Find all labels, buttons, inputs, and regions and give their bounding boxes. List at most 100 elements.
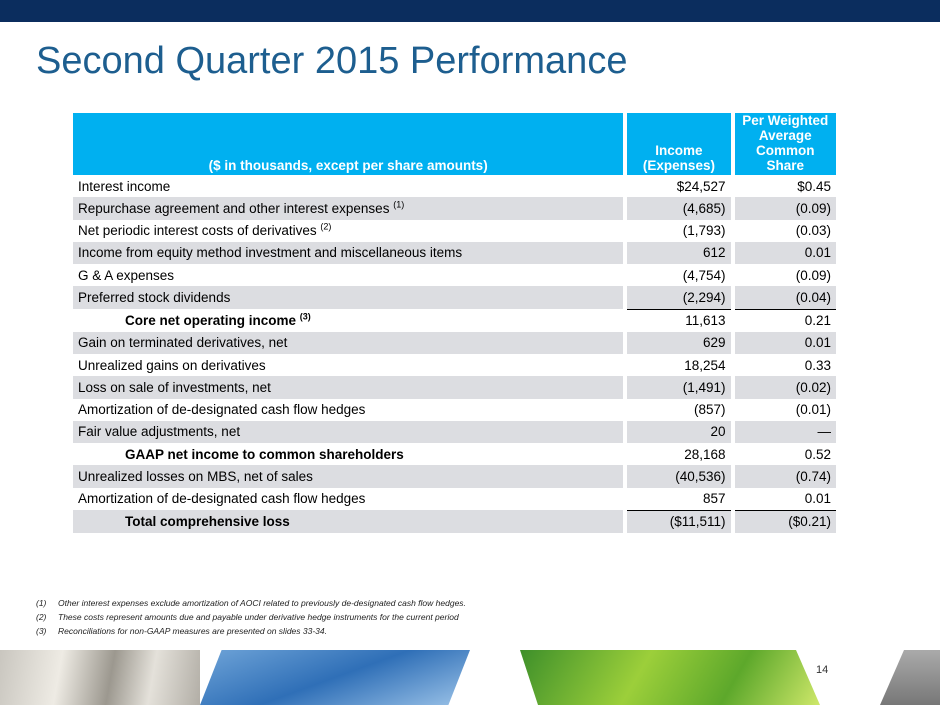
row-label-cell: Fair value adjustments, net [73, 420, 624, 443]
income-cell: 20 [627, 420, 731, 443]
row-label-cell: Loss on sale of investments, net [73, 376, 624, 399]
row-label-cell: Income from equity method investment and… [73, 241, 624, 264]
income-cell: 11,613 [627, 308, 731, 332]
footnote: (3) Reconciliations for non-GAAP measures… [36, 626, 466, 640]
per-share-cell: 0.01 [734, 241, 836, 264]
income-cell: (40,536) [627, 465, 731, 488]
table-body: Interest income $24,527 $0.45 Repurchase ag… [73, 175, 836, 533]
per-share-cell: — [734, 420, 836, 443]
footnote: (1) Other interest expenses exclude amort… [36, 598, 466, 612]
per-share-cell: (0.02) [734, 376, 836, 399]
column-header: Income (Expenses) [627, 113, 731, 175]
row-label: Net periodic interest costs of derivativ… [78, 223, 317, 239]
footnote-marker: (2) [36, 612, 47, 622]
row-label: Income from equity method investment and… [78, 245, 463, 261]
table-row: Repurchase agreement and other interest … [73, 197, 836, 220]
row-label-cell: Unrealized gains on derivatives [73, 354, 623, 376]
table-row: Amortization of de-designated cash flow … [73, 399, 836, 421]
header-row: ($ in thousands, except per share amount… [73, 113, 836, 175]
per-share-cell: 0.01 [804, 491, 831, 507]
income-cell: 28,168 [684, 446, 726, 462]
footnote-ref: (3) [299, 311, 311, 322]
corner-image [880, 650, 940, 705]
row-label: Total comprehensive loss [125, 513, 290, 529]
row-label-cell: Total comprehensive loss [73, 509, 624, 533]
row-label: Unrealized losses on MBS, net of sales [78, 468, 313, 484]
income-cell: $24,527 [676, 178, 726, 194]
table-row: Net periodic interest costs of derivativ… [73, 220, 836, 242]
income-cell: (4,685) [627, 197, 731, 220]
per-share-cell: 0.33 [804, 357, 831, 373]
row-label: GAAP net income to common shareholders [125, 446, 404, 462]
rope-image [0, 650, 200, 705]
income-cell: 612 [627, 241, 731, 264]
row-label-cell: GAAP net income to common shareholders [73, 443, 623, 465]
row-label: Gain on terminated derivatives, net [78, 335, 288, 351]
footnote: (2) These costs represent amounts due and… [36, 612, 466, 626]
row-label-cell: Preferred stock dividends [73, 286, 624, 309]
row-label: Amortization of de-designated cash flow … [78, 491, 366, 507]
row-label-cell: Interest income [73, 175, 623, 197]
table-row: G & A expenses (4,754) (0.09) [73, 264, 836, 286]
top-bar [0, 0, 940, 22]
row-label: Fair value adjustments, net [78, 424, 241, 440]
row-label-cell: Amortization of de-designated cash flow … [73, 399, 623, 421]
performance-table: ($ in thousands, except per share amount… [69, 113, 840, 533]
footnote-text: Other interest expenses exclude amortiza… [58, 598, 466, 608]
income-cell: (1,793) [682, 223, 726, 239]
footnote-ref: (2) [320, 221, 332, 232]
per-share-cell: 0.01 [734, 331, 836, 354]
table-row: Total comprehensive loss ($11,511) ($0.21) [73, 509, 836, 533]
row-label: G & A expenses [78, 267, 175, 283]
income-cell: (4,754) [682, 267, 726, 283]
income-cell: 18,254 [684, 357, 726, 373]
table-row: Gain on terminated derivatives, net 629 0.… [73, 331, 836, 354]
row-label-cell: Repurchase agreement and other interest … [73, 197, 624, 220]
per-share-cell: (0.09) [795, 267, 831, 283]
row-label-cell: Gain on terminated derivatives, net [73, 331, 624, 354]
row-label: Preferred stock dividends [78, 289, 231, 305]
row-label-cell: Core net operating income (3) [73, 309, 623, 332]
table-row: Interest income $24,527 $0.45 [73, 175, 836, 197]
income-cell: (1,491) [627, 376, 731, 399]
sky-image [200, 650, 470, 705]
footnote-marker: (3) [36, 626, 47, 636]
row-label-cell: G & A expenses [73, 264, 623, 286]
per-share-cell: ($0.21) [734, 509, 836, 533]
table-row: Unrealized gains on derivatives 18,254 0.3… [73, 354, 836, 376]
footnote-ref: (1) [393, 199, 405, 210]
income-cell: 857 [703, 491, 726, 507]
row-label-cell: Net periodic interest costs of derivativ… [73, 220, 623, 242]
income-cell: 629 [627, 331, 731, 354]
per-share-cell: 0.21 [734, 308, 836, 332]
row-label: Core net operating income [125, 312, 297, 328]
income-cell: (2,294) [627, 286, 731, 309]
footnotes: (1) Other interest expenses exclude amort… [36, 598, 466, 640]
table-row: Unrealized losses on MBS, net of sales (4… [73, 465, 836, 488]
per-share-cell: $0.45 [797, 178, 831, 194]
per-share-cell: 0.52 [804, 446, 831, 462]
per-share-cell: (0.09) [734, 197, 836, 220]
row-label: Repurchase agreement and other interest … [78, 200, 390, 216]
table-row: Amortization of de-designated cash flow … [73, 488, 836, 510]
column-header: Per Weighted Average Common Share [734, 113, 836, 175]
column-header: ($ in thousands, except per share amount… [73, 113, 624, 175]
per-share-cell: (0.74) [734, 465, 836, 488]
row-label-cell: Amortization of de-designated cash flow … [73, 488, 623, 510]
per-share-cell: (0.04) [734, 286, 836, 309]
table-row: GAAP net income to common shareholders 28… [73, 443, 836, 465]
page-number: 14 [816, 664, 829, 676]
table-row: Core net operating income (3) 11,613 0.21 [73, 308, 836, 332]
row-label: Loss on sale of investments, net [78, 379, 271, 395]
row-label: Amortization of de-designated cash flow … [78, 402, 366, 418]
table-row: Income from equity method investment and… [73, 241, 836, 264]
table-row: Loss on sale of investments, net (1,491)(… [73, 376, 836, 399]
row-label-cell: Unrealized losses on MBS, net of sales [73, 465, 624, 488]
table-row: Fair value adjustments, net 20— [73, 420, 836, 443]
income-cell: ($11,511) [627, 509, 731, 533]
footnote-text: Reconciliations for non-GAAP measures ar… [58, 626, 327, 636]
row-label: Unrealized gains on derivatives [78, 357, 266, 373]
footnote-text: These costs represent amounts due and pa… [58, 612, 459, 622]
per-share-cell: (0.01) [795, 402, 831, 418]
